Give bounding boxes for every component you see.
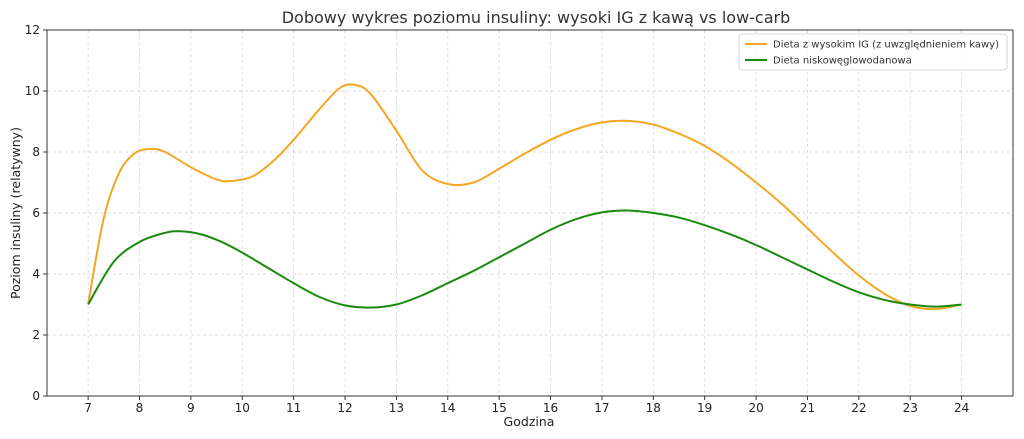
x-tick-label: 13 bbox=[389, 401, 404, 415]
legend: Dieta z wysokim IG (z uwzględnieniem kaw… bbox=[738, 33, 1008, 71]
y-tick-label: 10 bbox=[25, 84, 40, 98]
y-tick-label: 4 bbox=[32, 267, 40, 281]
x-tick-label: 15 bbox=[492, 401, 507, 415]
y-tick-label: 12 bbox=[25, 23, 40, 37]
series-lines bbox=[87, 83, 962, 311]
x-tick-label: 22 bbox=[851, 401, 866, 415]
x-tick-label: 12 bbox=[337, 401, 352, 415]
x-tick-label: 21 bbox=[800, 401, 815, 415]
x-tick-label: 18 bbox=[646, 401, 661, 415]
x-tick-label: 9 bbox=[187, 401, 195, 415]
x-tick-label: 23 bbox=[903, 401, 918, 415]
y-tick-label: 2 bbox=[32, 328, 40, 342]
x-tick-label: 7 bbox=[84, 401, 92, 415]
y-axis-label: Poziom insuliny (relatywny) bbox=[8, 127, 23, 299]
x-tick-label: 8 bbox=[136, 401, 144, 415]
x-tick-label: 16 bbox=[543, 401, 558, 415]
x-tick-label: 24 bbox=[954, 401, 969, 415]
legend-label-1: Dieta z wysokim IG (z uwzględnieniem kaw… bbox=[773, 40, 999, 51]
legend-box bbox=[738, 33, 1008, 71]
x-tick-label: 19 bbox=[697, 401, 712, 415]
y-tick-label: 0 bbox=[32, 389, 40, 403]
legend-label-2: Dieta niskowęglowodanowa bbox=[773, 56, 912, 67]
x-axis-label: Godzina bbox=[504, 414, 555, 429]
series-line-1 bbox=[87, 83, 962, 311]
x-tick-label: 14 bbox=[440, 401, 455, 415]
x-tick-label: 17 bbox=[594, 401, 609, 415]
chart-title: Dobowy wykres poziomu insuliny: wysoki I… bbox=[282, 8, 791, 27]
x-tick-label: 20 bbox=[748, 401, 763, 415]
series-line-2 bbox=[87, 209, 962, 309]
y-tick-label: 6 bbox=[32, 206, 40, 220]
x-tick-label: 11 bbox=[286, 401, 301, 415]
axis-ticks: 7 8 9 10 11 12 13 14 15 16 17 18 19 20 21 22 23 240246810… bbox=[25, 23, 970, 415]
y-tick-label: 8 bbox=[32, 145, 40, 159]
x-tick-label: 10 bbox=[235, 401, 250, 415]
